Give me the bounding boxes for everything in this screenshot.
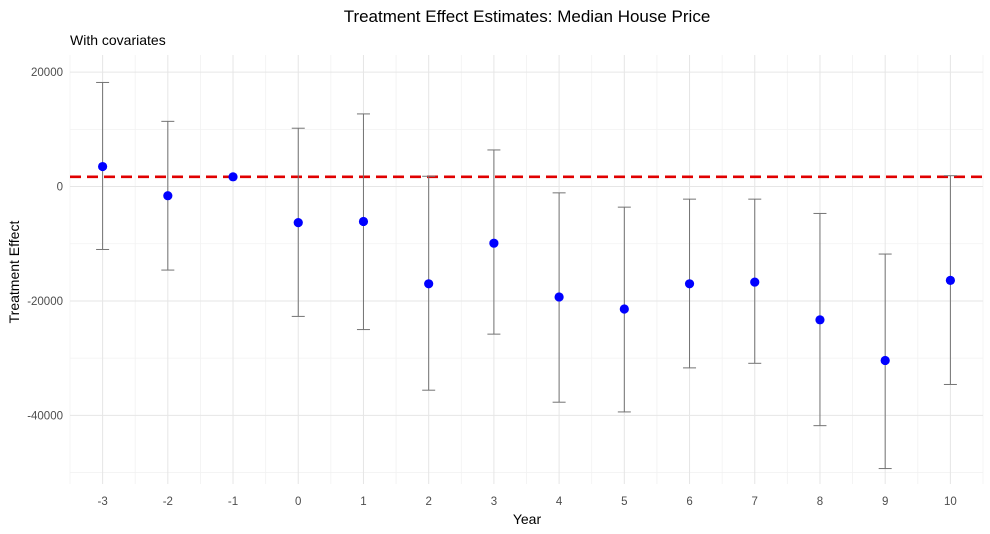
x-tick-label: 5 xyxy=(621,496,627,508)
data-point xyxy=(424,279,434,289)
x-tick-label: 9 xyxy=(882,496,888,508)
data-point xyxy=(293,217,303,228)
x-tick-label: 10 xyxy=(944,496,957,508)
x-tick-label: 1 xyxy=(360,496,366,508)
y-tick-label: -20000 xyxy=(27,296,63,308)
x-tick-label: -2 xyxy=(163,496,173,508)
x-tick-label: 8 xyxy=(817,496,823,508)
chart-title: Treatment Effect Estimates: Median House… xyxy=(344,7,711,26)
x-tick-label: 6 xyxy=(686,496,692,508)
data-point xyxy=(163,191,173,201)
data-point xyxy=(815,315,825,325)
y-axis-label: Treatment Effect xyxy=(6,221,22,324)
data-point xyxy=(619,304,629,314)
data-point xyxy=(489,238,499,248)
x-tick-label: 0 xyxy=(295,496,301,508)
data-points xyxy=(98,161,955,366)
tick-labels: 20000 0 -20000 -40000 -3 -2 -1 0 1 2 3 4 5 6 7 8 9 10 xyxy=(27,67,957,508)
x-tick-label: 7 xyxy=(752,496,758,508)
x-tick-label: 2 xyxy=(425,496,431,508)
x-tick-label: -3 xyxy=(97,496,107,508)
data-point xyxy=(945,275,955,285)
y-tick-label: -40000 xyxy=(27,410,63,422)
x-axis-label: Year xyxy=(513,511,542,527)
x-tick-label: 4 xyxy=(556,496,563,508)
data-point xyxy=(228,172,238,182)
data-point xyxy=(358,216,369,227)
data-point xyxy=(684,279,695,289)
data-point xyxy=(98,161,108,172)
data-point xyxy=(880,355,890,366)
chart-subtitle: With covariates xyxy=(70,32,166,48)
x-tick-label: -1 xyxy=(228,496,238,508)
grid-lines xyxy=(69,55,984,484)
x-tick-label: 3 xyxy=(491,496,497,508)
y-tick-label: 0 xyxy=(57,182,63,194)
data-point xyxy=(554,292,564,302)
y-tick-label: 20000 xyxy=(31,67,63,79)
data-point xyxy=(750,277,760,287)
